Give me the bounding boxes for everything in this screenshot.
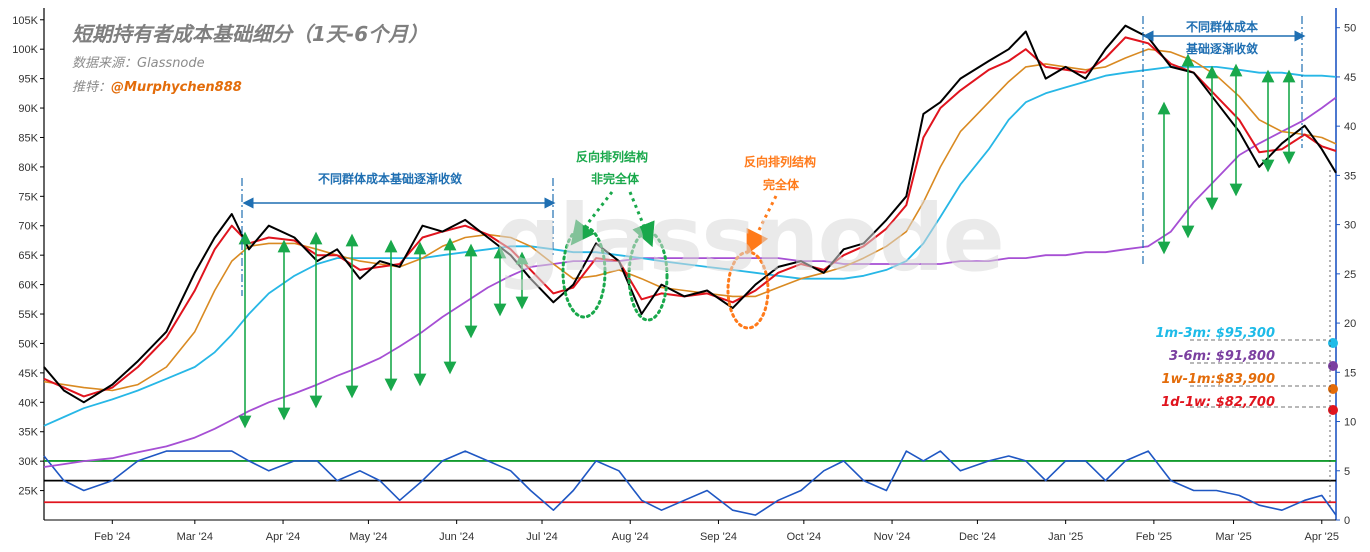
annotation-converge-2b: 基础逐渐收敛 — [1186, 42, 1259, 56]
annotation-converge-2a: 不同群体成本 — [1186, 20, 1259, 34]
y-tick-label: 65K — [18, 250, 38, 262]
legend-marker — [1328, 384, 1338, 394]
series-1d-1w-line — [43, 36, 1337, 398]
series-price-line — [43, 24, 1337, 404]
y-tick-label: 60K — [18, 280, 38, 292]
y-tick-label: 90K — [18, 103, 38, 115]
annotation-converge-1: 不同群体成本基础逐渐收敛 — [318, 172, 463, 186]
y-tick-label: 105K — [12, 15, 38, 27]
x-tick-label: Nov '24 — [874, 531, 911, 543]
annotation-reverse-partial-2: 非完全体 — [591, 172, 640, 186]
x-tick-label: Apr '24 — [266, 531, 301, 543]
legend-marker — [1328, 338, 1338, 348]
y2-tick-label: 50 — [1344, 23, 1356, 35]
y2-tick-label: 0 — [1344, 515, 1350, 527]
x-tick-label: Jan '25 — [1048, 531, 1083, 543]
y2-tick-label: 15 — [1344, 367, 1356, 379]
series-1m-3m-line — [43, 66, 1337, 427]
y2-tick-label: 5 — [1344, 466, 1350, 478]
x-tick-label: Dec '24 — [959, 531, 996, 543]
y-tick-label: 35K — [18, 427, 38, 439]
y-tick-label: 75K — [18, 191, 38, 203]
chart-title: 短期持有者成本基础细分（1天-6个月） — [72, 22, 429, 46]
y-tick-label: 55K — [18, 309, 38, 321]
y-tick-label: 25K — [18, 486, 38, 498]
y2-tick-label: 30 — [1344, 220, 1356, 232]
series-oscillator-line — [43, 450, 1337, 516]
x-tick-label: Aug '24 — [612, 531, 649, 543]
annotation-reverse-full-1: 反向排列结构 — [744, 155, 817, 169]
dotted-arrow-green-2 — [628, 191, 655, 248]
x-tick-label: May '24 — [349, 531, 387, 543]
dotted-arrow-orange — [746, 195, 778, 255]
x-tick-label: Feb '24 — [94, 531, 130, 543]
y2-tick-label: 35 — [1344, 170, 1356, 182]
y-tick-label: 80K — [18, 162, 38, 174]
y-tick-label: 95K — [18, 74, 38, 86]
legend-marker — [1328, 405, 1338, 415]
data-source: 数据来源：Glassnode — [72, 56, 205, 71]
x-tick-label: Jul '24 — [526, 531, 557, 543]
y-tick-label: 85K — [18, 132, 38, 144]
twitter-prefix: 推特： — [72, 80, 112, 95]
x-tick-label: Oct '24 — [787, 531, 822, 543]
dotted-arrow-green-1 — [570, 191, 614, 246]
legend-3-6m: 3-6m: $91,800 — [1169, 349, 1275, 364]
y-tick-label: 100K — [12, 44, 38, 56]
y2-tick-label: 20 — [1344, 318, 1356, 330]
x-tick-label: Mar '25 — [1215, 531, 1251, 543]
y2-tick-label: 45 — [1344, 72, 1356, 84]
y-tick-label: 50K — [18, 338, 38, 350]
legend-1d-1w: 1d-1w: $82,700 — [1161, 395, 1275, 410]
y-tick-label: 70K — [18, 221, 38, 233]
legend-marker — [1328, 361, 1338, 371]
highlight-ellipse-green-1 — [561, 225, 607, 319]
y2-tick-label: 10 — [1344, 417, 1356, 429]
annotation-reverse-partial-1: 反向排列结构 — [576, 150, 649, 164]
x-tick-label: Sep '24 — [700, 531, 737, 543]
y-tick-label: 45K — [18, 368, 38, 380]
twitter-credit: 推特：@Murphychen888 — [72, 76, 242, 95]
series-3-6m-line — [43, 96, 1337, 468]
y-tick-label: 40K — [18, 397, 38, 409]
twitter-handle: @Murphychen888 — [111, 80, 242, 95]
annotation-reverse-full-2: 完全体 — [763, 178, 800, 192]
x-tick-label: Feb '25 — [1136, 531, 1172, 543]
y-tick-label: 30K — [18, 456, 38, 468]
watermark: glassnode — [495, 185, 1005, 292]
x-tick-label: Mar '24 — [177, 531, 213, 543]
x-tick-label: Jun '24 — [439, 531, 474, 543]
x-tick-label: Apr '25 — [1305, 531, 1340, 543]
highlight-ellipse-green-2 — [627, 230, 669, 322]
y2-tick-label: 40 — [1344, 121, 1356, 133]
legend-1w-1m: 1w-1m:$83,900 — [1161, 372, 1275, 387]
legend-1m-3m: 1m-3m: $95,300 — [1155, 326, 1275, 341]
y2-tick-label: 25 — [1344, 269, 1356, 281]
